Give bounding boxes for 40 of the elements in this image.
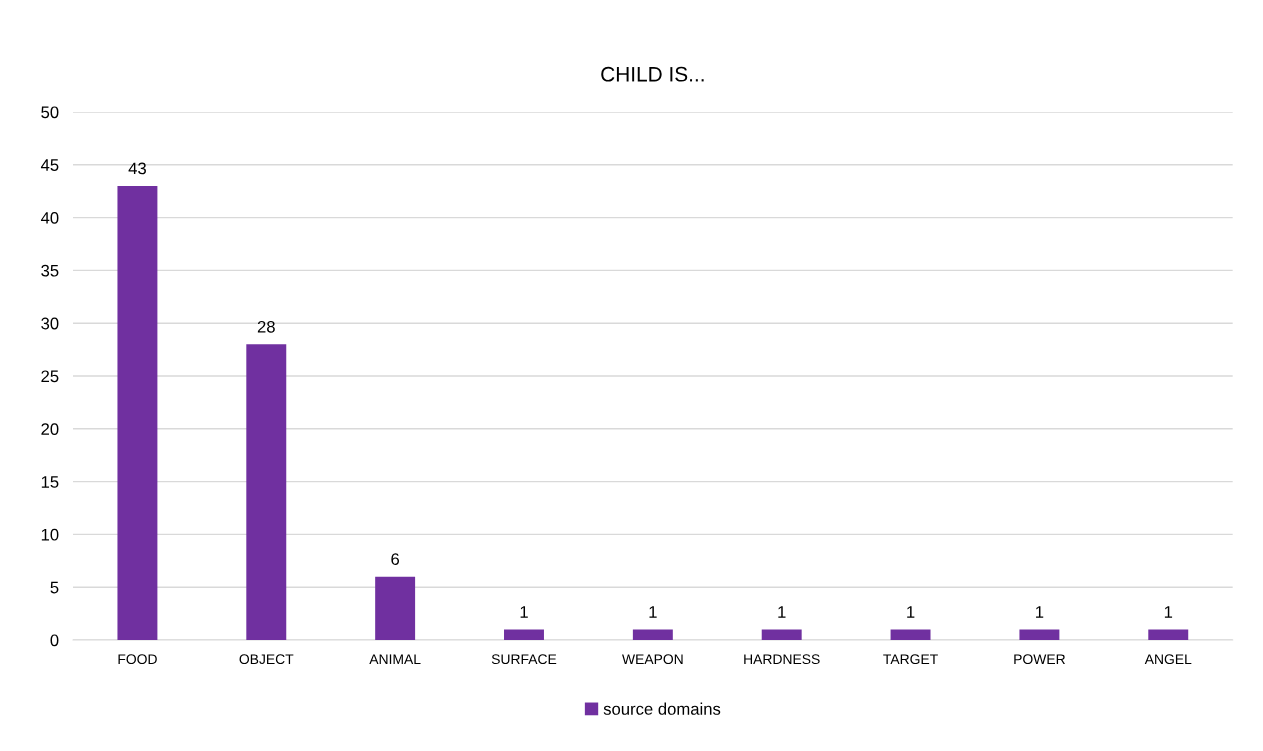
y-tick-label: 30 [41,317,59,330]
bar [117,185,158,640]
data-label: 43 [128,162,146,175]
data-label: 1 [778,606,786,618]
y-tick-label: 50 [41,106,59,119]
bar [504,629,544,640]
x-tick-label: TARGET [883,654,938,665]
y-tick-label: 45 [40,159,59,171]
data-label: 6 [391,553,400,566]
x-tick-label: WEAPON [622,654,683,665]
y-tick-label: 0 [50,634,59,647]
x-tick-label: ANGEL [1144,654,1192,665]
chart-title: CHILD IS... [601,66,704,82]
bar [890,629,931,640]
x-tick-label: FOOD [118,654,157,665]
x-tick-label: OBJECT [239,654,294,665]
y-tick-label: 20 [41,423,59,435]
bar [375,576,416,640]
legend-label: source domains [603,702,721,715]
data-label: 1 [1036,606,1044,618]
x-tick-label: POWER [1014,654,1065,665]
x-tick-label: SURFACE [491,654,557,665]
x-tick-label: HARDNESS [744,654,820,665]
data-label: 28 [257,320,275,333]
bar [1019,629,1060,640]
bar [761,629,802,640]
data-label: 1 [907,606,915,618]
bar [632,629,673,640]
y-tick-label: 15 [41,476,59,488]
y-tick-label: 35 [41,264,59,277]
bar [1148,629,1189,640]
data-label: 1 [649,606,657,618]
bar [246,344,287,640]
y-tick-label: 25 [41,370,59,383]
data-label: 1 [520,606,528,618]
data-label: 1 [1164,606,1173,618]
y-tick-label: 10 [41,528,59,541]
y-tick-label: 5 [50,581,59,594]
y-tick-label: 40 [40,211,59,224]
x-tick-label: ANIMAL [369,654,421,664]
